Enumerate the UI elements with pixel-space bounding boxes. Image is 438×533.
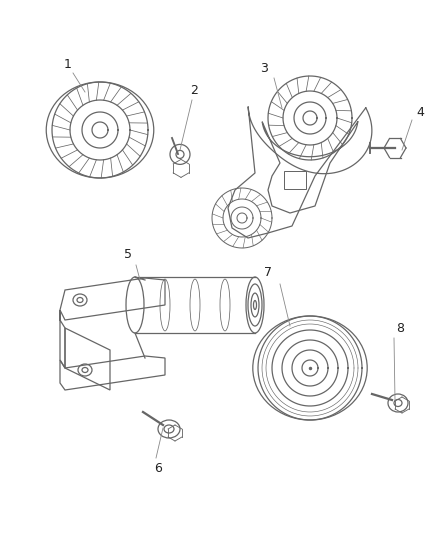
Text: 4: 4	[416, 106, 424, 118]
Bar	[284, 171, 306, 189]
Text: 5: 5	[124, 248, 132, 262]
Text: 7: 7	[264, 265, 272, 279]
Text: 2: 2	[190, 84, 198, 96]
Text: 3: 3	[260, 61, 268, 75]
Text: 6: 6	[154, 462, 162, 474]
Text: 1: 1	[64, 59, 72, 71]
Text: 8: 8	[396, 321, 404, 335]
